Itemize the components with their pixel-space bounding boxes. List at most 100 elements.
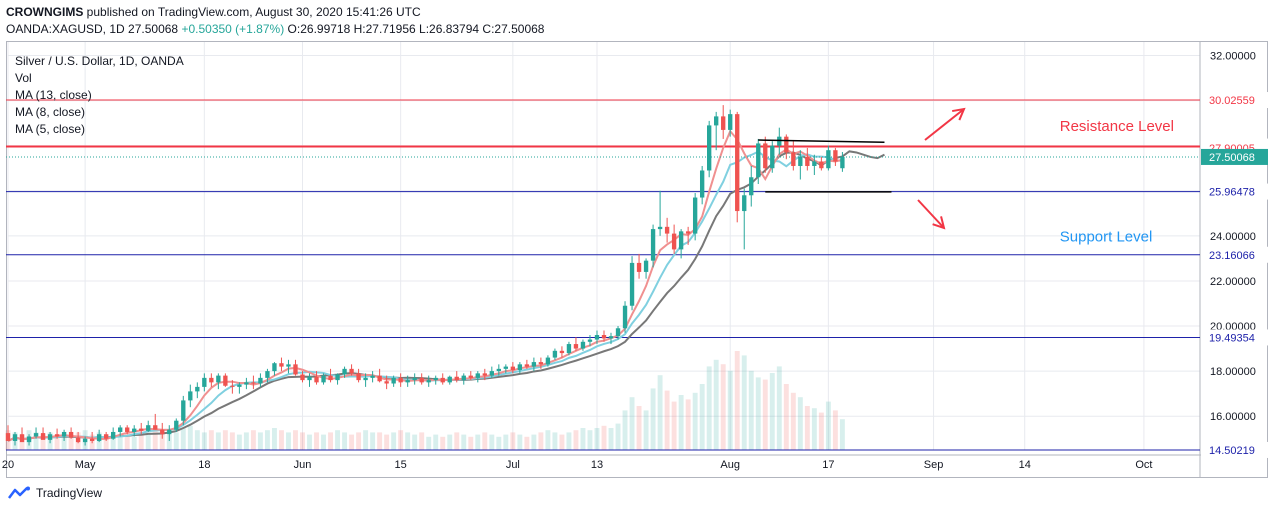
level-price-label: 30.02559 — [1209, 95, 1255, 107]
volume-bar — [250, 430, 256, 450]
candle-body — [510, 366, 516, 370]
candle-body — [692, 197, 698, 234]
x-tick-label: Jun — [294, 459, 312, 471]
volume-bar — [342, 432, 348, 450]
candle-body — [482, 373, 487, 376]
level-price-label-bg — [1201, 92, 1268, 109]
volume-bar — [201, 432, 207, 450]
volume-bar — [145, 432, 151, 450]
volume-bar — [776, 366, 782, 450]
volume-bar — [138, 434, 144, 450]
volume-bar — [391, 432, 397, 450]
tradingview-logo-icon — [8, 486, 30, 499]
candle-body — [103, 434, 109, 439]
volume-bar — [377, 432, 383, 450]
candle-body — [216, 375, 221, 383]
candle-body — [770, 145, 775, 169]
volume-bar — [538, 432, 544, 450]
candle-body — [89, 438, 95, 441]
candle-body — [230, 385, 235, 387]
annotation-text: Support Level — [1060, 228, 1153, 245]
candle-body — [398, 377, 403, 383]
volume-bar — [19, 434, 25, 450]
candle-body — [118, 427, 123, 432]
candle-body — [321, 375, 326, 383]
volume-bar — [573, 430, 579, 450]
x-tick-label: 17 — [822, 459, 834, 471]
volume-bar — [363, 430, 369, 450]
x-tick-label: Oct — [1135, 459, 1152, 471]
volume-bar — [370, 432, 376, 450]
breakdown-arrow — [917, 199, 945, 229]
volume-bar — [243, 432, 249, 450]
candle-body — [735, 114, 740, 212]
candle-body — [447, 376, 452, 383]
volume-bar — [503, 434, 509, 450]
candle-body — [433, 377, 438, 381]
chart-legend: Silver / U.S. Dollar, 1D, OANDA Vol MA (… — [15, 53, 184, 138]
volume-bar — [671, 401, 677, 450]
volume-bar — [566, 432, 572, 450]
volume-bar — [734, 351, 740, 450]
candle-body — [251, 382, 256, 384]
symbol-label: OANDA:XAGUSD, 1D — [6, 22, 125, 36]
candle-body — [405, 380, 410, 383]
candle-body — [307, 376, 312, 381]
candle-body — [538, 362, 544, 365]
candle-body — [685, 231, 691, 234]
candle-body — [40, 433, 46, 440]
candle-body — [209, 377, 214, 383]
candle-body — [763, 143, 768, 169]
volume-bar — [727, 370, 733, 450]
candle-body — [195, 386, 200, 392]
volume-bar — [271, 428, 277, 450]
candle-body — [622, 305, 628, 329]
volume-bar — [643, 410, 649, 450]
legend-vol: Vol — [15, 71, 32, 85]
candle-body — [146, 425, 151, 431]
volume-bar — [300, 432, 305, 450]
volume-bar — [124, 432, 130, 450]
candle-body — [629, 262, 635, 306]
volume-bar — [608, 428, 614, 450]
candle-body — [636, 262, 642, 272]
candle-body — [419, 377, 424, 383]
volume-bar — [307, 434, 312, 450]
candle-body — [833, 150, 838, 162]
candle-body — [517, 364, 523, 370]
volume-bar — [215, 432, 221, 450]
volume-bar — [559, 434, 565, 450]
publisher-name: CROWNGIMS — [6, 5, 84, 19]
candle-body — [167, 429, 172, 435]
volume-bar — [194, 430, 200, 450]
candle-body — [160, 429, 165, 435]
volume-bar — [657, 375, 663, 450]
volume-bar — [166, 434, 172, 450]
candle-body — [279, 363, 284, 367]
candle-body — [615, 328, 621, 337]
x-tick-label: Jul — [506, 459, 520, 471]
x-tick-label: 18 — [198, 459, 210, 471]
legend-title: Silver / U.S. Dollar, 1D, OANDA — [15, 54, 184, 68]
volume-bar — [832, 410, 838, 450]
volume-bar — [524, 436, 530, 450]
candle-body — [335, 374, 340, 381]
volume-bar — [103, 434, 109, 450]
volume-bar — [335, 430, 341, 450]
volume-bar — [356, 432, 362, 450]
volume-bar — [587, 430, 593, 450]
volume-bar — [783, 384, 789, 450]
volume-bar — [384, 434, 390, 450]
x-tick-label: May — [75, 459, 96, 471]
candle-body — [96, 434, 102, 441]
volume-bar — [685, 399, 691, 450]
volume-bar — [678, 395, 684, 450]
volume-bar — [664, 390, 670, 450]
breakdown-arrow-head — [932, 216, 946, 230]
volume-bar — [398, 430, 404, 450]
candle-body — [153, 425, 158, 430]
tradingview-brand[interactable]: TradingView — [8, 486, 102, 500]
legend-ma13: MA (13, close) — [15, 88, 92, 102]
last-price-label: 27.50068 — [1209, 152, 1255, 164]
